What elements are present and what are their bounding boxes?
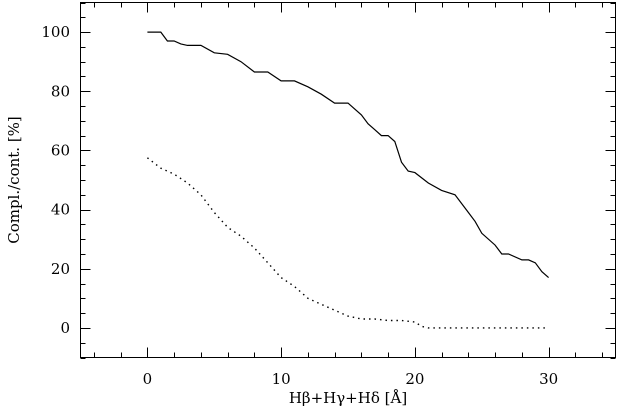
- axis-ticks: [80, 2, 616, 359]
- y-tick-label: 60: [51, 141, 70, 159]
- x-tick-label: 20: [405, 370, 424, 388]
- y-tick-label: 80: [51, 82, 70, 100]
- x-tick-label: 10: [272, 370, 291, 388]
- y-tick-label: 20: [51, 260, 70, 278]
- y-tick-label: 100: [41, 23, 70, 41]
- x-tick-label: 30: [539, 370, 558, 388]
- x-axis-label: Hβ+Hγ+Hδ [Å]: [289, 389, 407, 407]
- y-tick-label: 0: [60, 319, 70, 337]
- dotted-series-line: [146, 157, 549, 329]
- y-tick-label: 40: [51, 201, 70, 219]
- plot-frame: [80, 2, 616, 358]
- y-axis-label: Compl./cont. [%]: [5, 116, 23, 244]
- series-layer: [146, 31, 549, 329]
- solid-series-line: [147, 31, 549, 279]
- tick-labels: 0 10 20 30 0 20 40 60 80 100: [41, 23, 558, 388]
- x-tick-label: 0: [143, 370, 153, 388]
